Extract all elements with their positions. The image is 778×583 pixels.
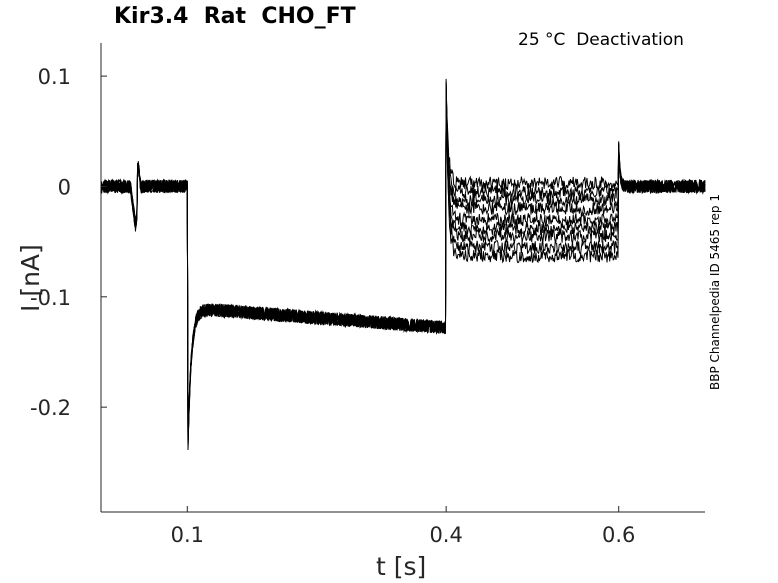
temperature-protocol-annotation: 25 °C Deactivation <box>518 30 684 50</box>
x-tick-label: 0.1 <box>171 523 204 547</box>
chart-title: Kir3.4 Rat CHO_FT <box>114 4 356 29</box>
current-trace <box>100 89 706 451</box>
current-trace <box>100 86 706 440</box>
ticks: 0.1 0.4 0.6 0.1 0 -0.1 -0.2 <box>30 65 635 547</box>
y-tick-label: 0 <box>58 175 71 199</box>
y-tick-label: -0.2 <box>30 396 71 420</box>
current-trace <box>100 88 706 444</box>
y-tick-label: -0.1 <box>30 286 71 310</box>
current-trace <box>100 87 706 447</box>
y-axis-label: I [nA] <box>16 244 45 312</box>
axes <box>100 43 705 513</box>
current-trace <box>101 78 706 441</box>
y-tick-label: 0.1 <box>38 65 71 89</box>
x-tick-label: 0.6 <box>602 523 635 547</box>
current-trace <box>100 82 706 439</box>
current-trace <box>100 83 706 449</box>
channelpedia-id-label: BBP Channelpedia ID 5465 rep 1 <box>708 194 722 390</box>
traces <box>100 78 706 451</box>
current-trace <box>100 81 706 445</box>
x-axis-label: t [s] <box>376 552 427 581</box>
x-tick-label: 0.4 <box>429 523 462 547</box>
current-trace <box>100 84 706 443</box>
